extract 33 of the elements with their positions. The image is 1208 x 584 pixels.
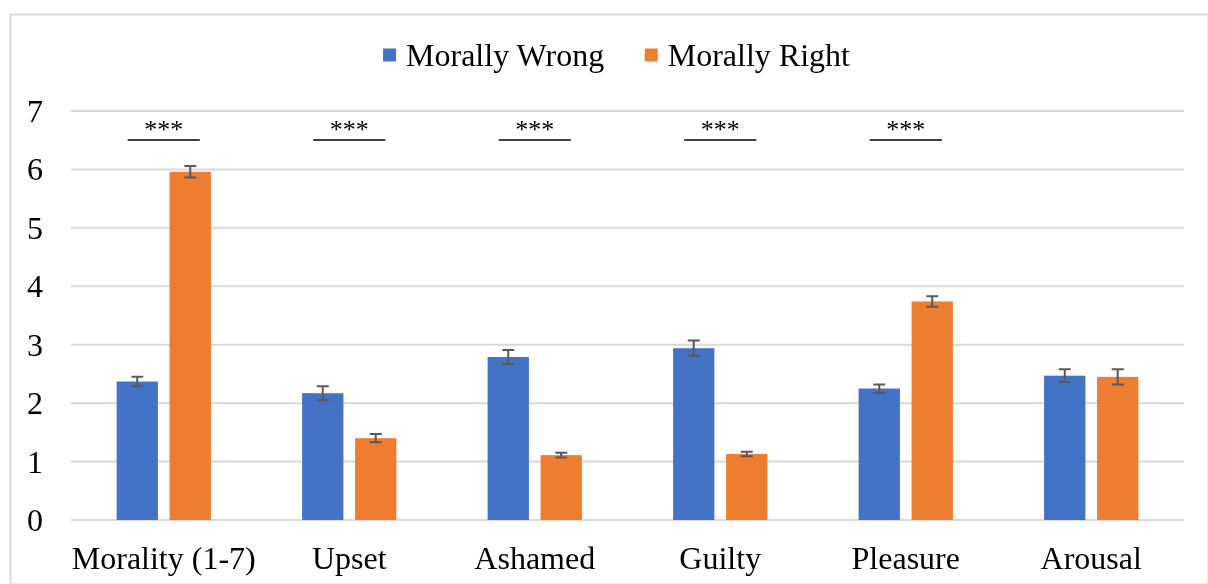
legend-label: Morally Right [667,37,851,73]
y-tick-label: 0 [27,502,43,538]
bar [673,348,715,520]
annotation: *** [144,115,184,144]
annotation: *** [329,115,369,144]
bar [116,381,158,520]
annotation: *** [700,115,740,144]
x-tick-label: Arousal [1040,540,1143,576]
bar [169,171,211,520]
y-tick-label: 7 [27,93,43,129]
bar [540,455,582,520]
annotation: *** [886,115,926,144]
bar [858,388,900,520]
bar [1044,375,1086,520]
bar [302,393,344,520]
x-tick-label: Pleasure [851,540,960,576]
x-tick-label: Morality (1-7) [71,540,256,576]
y-tick-label: 5 [27,209,43,246]
y-tick-label: 3 [27,326,43,363]
y-tick-label: 4 [27,268,43,305]
y-tick-label: 6 [27,151,43,188]
y-tick-label: 1 [27,443,43,480]
bar [726,453,768,520]
annotation: *** [515,115,555,144]
x-tick-label: Upset [311,540,387,576]
x-tick-label: Ashamed [474,540,596,576]
x-tick-label: Guilty [679,540,762,576]
bar [911,301,953,520]
bar [1097,376,1139,520]
legend-label: Morally Wrong [406,37,605,73]
bar [355,438,397,520]
y-tick-label: 2 [27,385,43,422]
bar [487,356,529,520]
